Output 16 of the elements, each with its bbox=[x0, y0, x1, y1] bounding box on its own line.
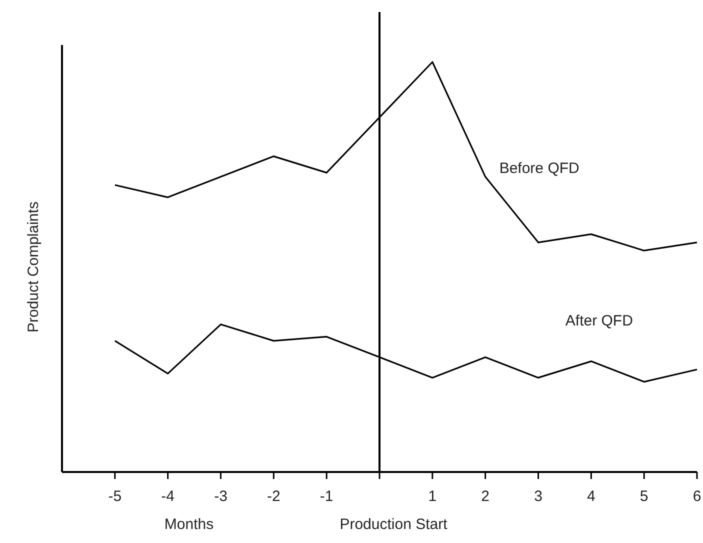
text: After QFD bbox=[565, 312, 634, 330]
x-tick-label: -5 bbox=[108, 488, 122, 505]
x-tick-label: 6 bbox=[692, 488, 702, 505]
x-tick-label: -2 bbox=[266, 488, 280, 505]
x-tick-label: 5 bbox=[640, 488, 648, 505]
x-axis-title: Months bbox=[164, 516, 214, 533]
x-tick-label: -1 bbox=[320, 488, 334, 505]
x-tick-label: 3 bbox=[534, 488, 542, 505]
x-tick-label: 4 bbox=[586, 488, 596, 505]
x-tick-label: -3 bbox=[214, 488, 228, 505]
x-tick-label: 2 bbox=[481, 488, 490, 505]
x-tick-label: -4 bbox=[161, 488, 175, 505]
series-label: Before QFD bbox=[499, 160, 580, 177]
text: Production Start bbox=[340, 516, 448, 533]
x-tick-label: 1 bbox=[428, 488, 437, 505]
y-axis-title: Product Complaints bbox=[25, 202, 42, 332]
